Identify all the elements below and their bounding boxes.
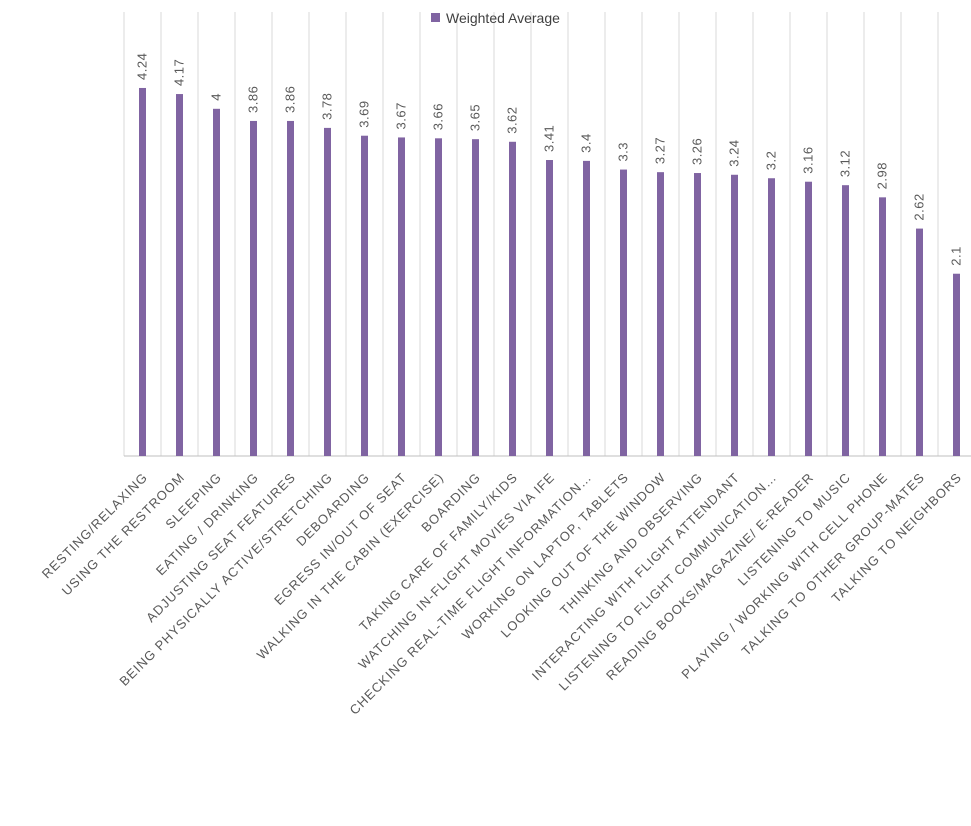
value-label: 3.12: [838, 150, 853, 177]
bar: [472, 139, 479, 456]
bar: [620, 169, 627, 456]
bar: [842, 185, 849, 456]
bar: [435, 138, 442, 456]
bar: [731, 174, 738, 456]
bar: [879, 197, 886, 456]
value-label: 3.4: [579, 133, 594, 153]
value-label: 3.86: [283, 86, 298, 113]
value-label: 3.66: [431, 103, 446, 130]
bar: [546, 160, 553, 456]
value-label: 3.62: [505, 106, 520, 133]
value-label: 4.17: [172, 59, 187, 86]
bar: [583, 160, 590, 456]
value-label: 3.69: [357, 100, 372, 127]
value-label: 2.98: [875, 162, 890, 189]
value-label: 3.16: [801, 146, 816, 173]
bar: [657, 172, 664, 456]
bar: [805, 181, 812, 456]
bar: [213, 108, 220, 457]
value-label: 3.78: [320, 93, 335, 120]
legend-swatch: [431, 13, 440, 22]
value-label: 4.24: [135, 53, 150, 80]
value-label: 3.86: [246, 86, 261, 113]
bar: [287, 120, 294, 457]
value-label: 2.62: [912, 193, 927, 220]
bar: [916, 228, 923, 456]
bar: [509, 141, 516, 456]
bar: [768, 178, 775, 457]
value-label: 3.41: [542, 125, 557, 152]
value-label: 3.26: [690, 138, 705, 165]
value-label: 4: [209, 93, 224, 101]
value-label: 3.2: [764, 151, 779, 171]
bar: [139, 87, 146, 456]
value-label: 3.67: [394, 102, 409, 129]
value-label: 3.24: [727, 139, 742, 166]
bar: [361, 135, 368, 456]
bar: [398, 137, 405, 456]
value-label: 2.1: [949, 246, 964, 266]
bar: [250, 120, 257, 457]
value-label: 3.65: [468, 104, 483, 131]
value-label: 3.3: [616, 142, 631, 162]
bar: [953, 273, 960, 456]
bar: [176, 94, 183, 456]
legend-label: Weighted Average: [446, 10, 560, 26]
bar: [324, 127, 331, 457]
bar: [694, 173, 701, 457]
value-label: 3.27: [653, 137, 668, 164]
